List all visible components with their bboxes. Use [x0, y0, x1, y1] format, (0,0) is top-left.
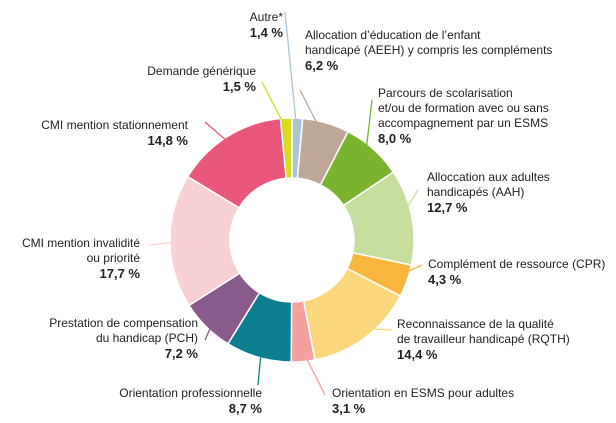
leader-line — [284, 11, 298, 131]
value-label: 8,7 % — [228, 401, 262, 416]
segment-label: CMI mention stationnement 14,8 % — [41, 118, 188, 148]
segment-label: CMI mention invalidité ou priorité 17,7 % — [22, 236, 140, 281]
value-label: 7,2 % — [164, 346, 198, 361]
segment-label: Complément de ressource (CPR) 4,3 % — [428, 257, 605, 287]
category-label: CMI mention invalidité ou priorité — [21, 236, 140, 265]
segment-label: Reconnaissance de la qualité de travaill… — [397, 317, 570, 362]
value-label: 1,5 % — [222, 79, 256, 94]
value-label: 14,8 % — [147, 133, 188, 148]
leader-line — [204, 121, 235, 148]
category-label: Parcours de scolarisation et/ou de forma… — [378, 86, 549, 130]
segment-label: Orientation en ESMS pour adultes 3,1 % — [332, 386, 514, 416]
leader-line — [261, 81, 288, 131]
category-label: Reconnaissance de la qualité de travaill… — [397, 317, 570, 346]
leader-line — [149, 240, 183, 246]
leader-line — [299, 89, 324, 135]
leader-line — [395, 264, 423, 278]
category-label: Orientation professionnelle — [119, 386, 262, 400]
value-label: 17,7 % — [99, 266, 140, 281]
category-label: Autre* — [249, 10, 283, 24]
value-label: 4,3 % — [428, 272, 462, 287]
category-label: Complément de ressource (CPR) — [428, 257, 606, 271]
value-label: 12,7 % — [427, 200, 468, 215]
segment-label: Allocation d’éducation de l’enfant handi… — [305, 28, 552, 73]
segment-label: Prestation de compensation du handicap (… — [49, 316, 198, 361]
category-label: Alloccation aux adultes handicapés (AAH) — [427, 170, 550, 199]
segment-label: Alloccation aux adultes handicapés (AAH)… — [427, 170, 550, 215]
category-label: CMI mention stationnement — [41, 118, 188, 132]
value-label: 6,2 % — [305, 58, 339, 73]
value-label: 14,4 % — [397, 347, 438, 362]
value-label: 1,4 % — [249, 25, 283, 40]
category-label: Allocation d’éducation de l’enfant handi… — [305, 28, 553, 57]
leader-line — [257, 345, 263, 386]
leader-line — [357, 327, 393, 331]
segment-label: Demande générique 1,5 % — [147, 64, 256, 94]
value-label: 8,0 % — [378, 131, 412, 146]
leader-line — [204, 318, 216, 341]
segment-label: Parcours de scolarisation et/ou de forma… — [378, 86, 549, 146]
segment-label: Orientation professionnelle 8,7 % — [119, 386, 262, 416]
leader-line — [399, 189, 419, 220]
category-label: Prestation de compensation du handicap (… — [49, 316, 198, 345]
leader-line — [364, 99, 373, 159]
category-label: Orientation en ESMS pour adultes — [332, 386, 515, 400]
category-label: Demande générique — [147, 64, 256, 78]
segment-label: Autre* 1,4 % — [250, 10, 283, 40]
donut-segment — [279, 117, 293, 180]
leader-line — [301, 349, 326, 396]
value-label: 3,1 % — [332, 401, 366, 416]
